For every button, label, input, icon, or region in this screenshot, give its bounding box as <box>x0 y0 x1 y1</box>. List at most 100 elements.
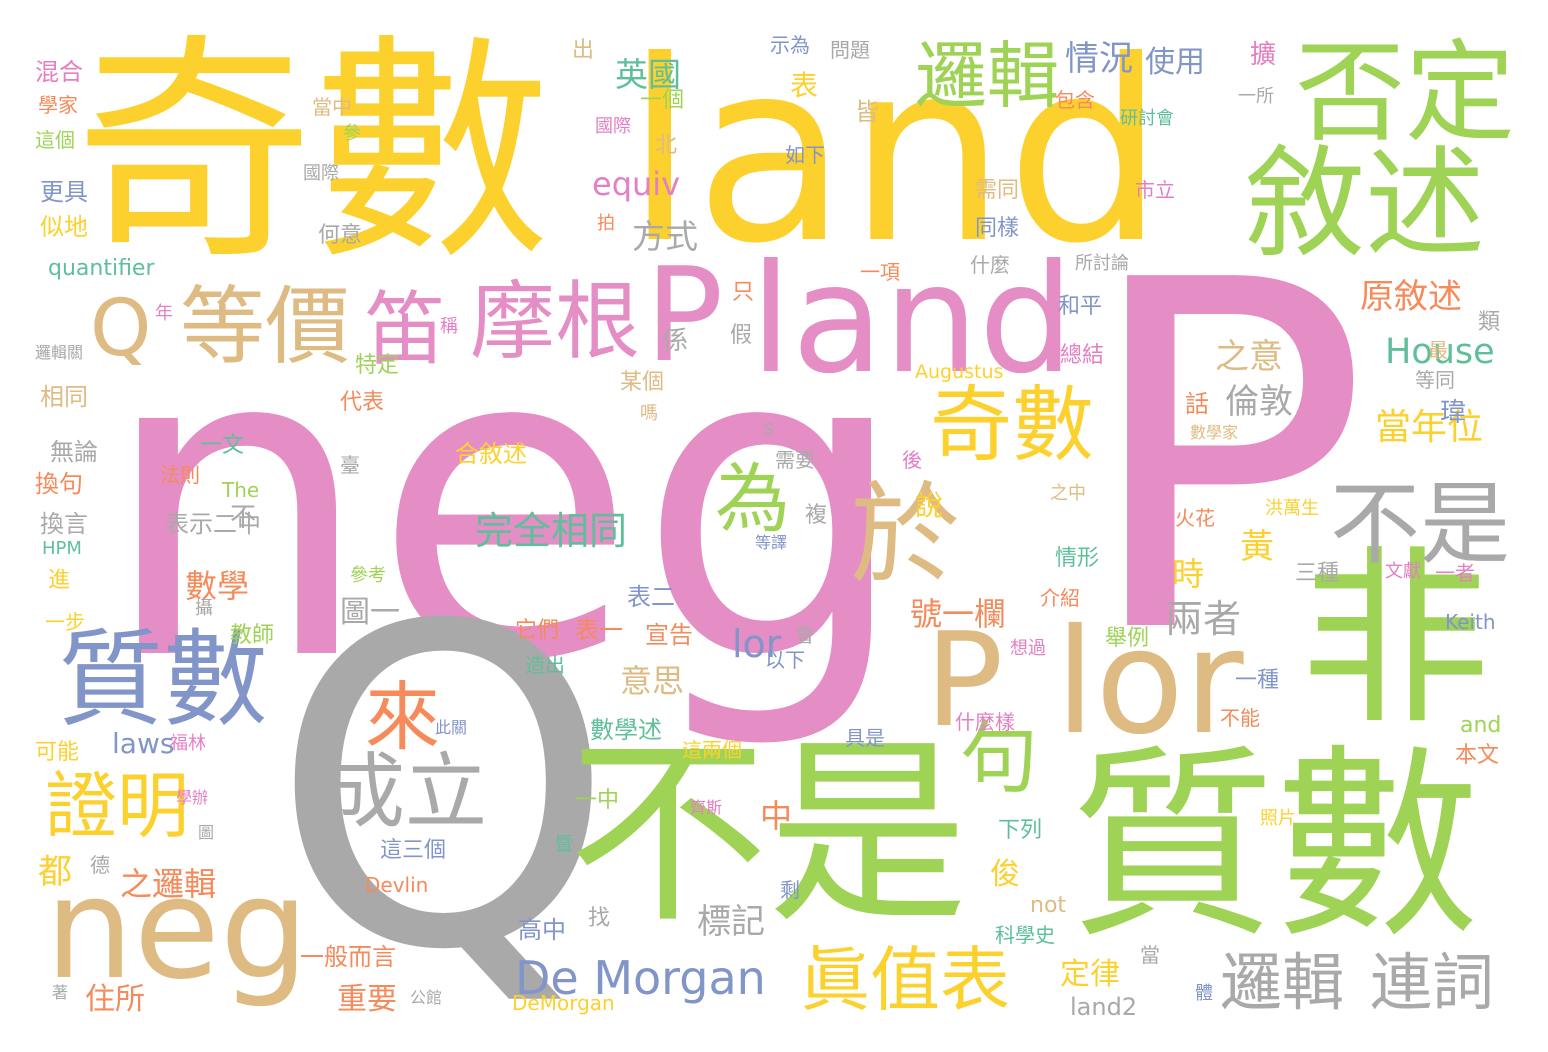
word-lianci: 連詞 <box>1370 946 1495 1019</box>
word-haoyilan: 號一欄 <box>910 595 1007 633</box>
word-land2: land2 <box>1070 993 1138 1021</box>
word-p-medium: P <box>645 239 724 391</box>
word-shenmeyang: 什麼樣 <box>955 710 1015 734</box>
word-biaoer: 表二 <box>627 583 675 611</box>
word-dengyi: 等譯 <box>755 533 788 552</box>
word-keith: Keith <box>1445 610 1496 634</box>
word-xuangao: 宣告 <box>645 621 693 649</box>
word-huanyan: 換言 <box>40 510 88 538</box>
word-liangzhe: 兩者 <box>1165 597 1242 641</box>
word-xuyao: 需要 <box>775 448 815 472</box>
word-hexushu: 合敘述 <box>455 440 527 468</box>
word-the: The <box>222 478 260 502</box>
word-ruxia: 如下 <box>785 143 825 167</box>
word-shili: 市立 <box>1135 178 1175 202</box>
word-fu: 複 <box>805 503 828 528</box>
word-land-large: land <box>625 7 1165 298</box>
word-yizhong: 一種 <box>1235 668 1280 693</box>
word-shi-time: 時 <box>1172 555 1205 593</box>
word-land-medium: land <box>750 233 1074 407</box>
word-shuo: 說 <box>915 489 944 522</box>
word-zhenzhibiao: 眞值表 <box>800 939 1010 1021</box>
word-biaoyi: 表一 <box>575 616 623 644</box>
word-yixia: 以下 <box>765 648 805 672</box>
word-lor-blue: lor <box>732 622 782 666</box>
word-yantaohui: 研討會 <box>1120 108 1174 129</box>
word-can: 參 <box>343 123 361 144</box>
word-huohua: 火花 <box>1175 506 1215 530</box>
word-buneng: 不能 <box>1220 706 1260 730</box>
word-yingguo: 英國 <box>615 55 681 94</box>
word-jiaoshi: 教師 <box>230 623 275 648</box>
word-zongjie: 總結 <box>1060 343 1105 368</box>
word-wei: 為 <box>715 455 791 543</box>
word-zheliangge: 這兩個 <box>682 738 742 762</box>
word-de: 德 <box>90 853 110 877</box>
word-house: House <box>1385 332 1495 372</box>
word-shuxue: 數學 <box>185 567 250 605</box>
word-yibaneryan: 一般而言 <box>300 943 396 971</box>
word-zhi-only: 只 <box>732 280 755 305</box>
word-daibiao: 代表 <box>340 390 385 415</box>
word-xueban: 學辦 <box>176 788 209 807</box>
word-lai: 來 <box>365 673 441 761</box>
word-zhiluoji: 之邏輯 <box>120 865 217 903</box>
word-zhiyi: 之意 <box>1215 337 1283 377</box>
word-jishu-medium: 奇數 <box>930 378 1095 473</box>
word-zaochu: 造出 <box>525 653 565 677</box>
word-zhishu-large: 質數 <box>1070 728 1480 966</box>
word-fouding: 否定 <box>1295 29 1515 157</box>
word-dengjia: 等價 <box>180 278 351 377</box>
word-xi: 係 <box>662 326 689 356</box>
word-qingxing: 情形 <box>1055 546 1100 571</box>
word-teding: 特定 <box>355 353 400 378</box>
word-guoji-pink: 國際 <box>595 116 631 137</box>
word-qisi: 齊斯 <box>690 798 723 817</box>
word-neg-tan: neg <box>45 848 309 1011</box>
word-luoji-gray: 邏輯 <box>1220 946 1345 1019</box>
word-dinglv: 定律 <box>1060 957 1120 992</box>
word-zhe: 著 <box>52 983 69 1002</box>
word-shiyong: 使用 <box>1145 45 1205 80</box>
word-tuyi: 圖一 <box>340 595 400 630</box>
word-jun: 俊 <box>990 857 1020 892</box>
word-xushu: 敘述 <box>1245 135 1485 274</box>
word-luojiguan: 邏輯關 <box>35 343 84 362</box>
word-yisi: 意思 <box>620 662 685 700</box>
word-dangnianwei: 當年位 <box>1375 407 1484 448</box>
word-bu: 不 <box>230 503 257 533</box>
word-dengtong: 等同 <box>1415 368 1455 392</box>
word-yizhong-center: 一中 <box>575 788 620 813</box>
word-lor-tan: lor <box>1055 598 1244 767</box>
word-zhusuo: 住所 <box>85 982 145 1017</box>
word-demorgan-small: DeMorgan <box>512 991 615 1015</box>
word-heyi: 何意 <box>318 223 363 248</box>
word-dou: 都 <box>38 852 72 892</box>
word-neg-large: neg <box>100 255 911 755</box>
word-fangshi: 方式 <box>632 217 698 256</box>
word-jishu-large: 奇數 <box>75 15 551 292</box>
word-baohan: 包含 <box>1055 88 1095 112</box>
word-chengli: 成立 <box>323 745 488 840</box>
word-cankao: 參考 <box>350 565 386 586</box>
word-q-tan: Q <box>90 284 152 374</box>
word-zhishu-blue: 質數 <box>58 619 269 741</box>
word-zhizhong: 之中 <box>1050 483 1086 504</box>
word-augustus: Augustus <box>915 361 1004 383</box>
word-ciguan: 此關 <box>435 718 468 737</box>
word-jin: 進 <box>48 568 71 593</box>
word-xiangguo: 想過 <box>1010 638 1046 659</box>
word-gaozhong: 高中 <box>518 916 566 944</box>
word-and: and <box>1460 713 1502 738</box>
word-zhao: 找 <box>588 906 611 931</box>
word-fei: 非 <box>1300 529 1491 750</box>
word-jie: 皆 <box>855 98 879 126</box>
word-not: not <box>1030 893 1067 918</box>
word-benwen: 本文 <box>1455 743 1500 768</box>
word-hunhe: 混合 <box>35 58 83 86</box>
word-biao: 表 <box>790 69 819 102</box>
word-nian: 年 <box>155 303 173 324</box>
word-devlin: Devlin <box>365 873 429 897</box>
word-xialie: 下列 <box>998 818 1043 843</box>
word-suotaolun: 所討論 <box>1075 253 1129 274</box>
